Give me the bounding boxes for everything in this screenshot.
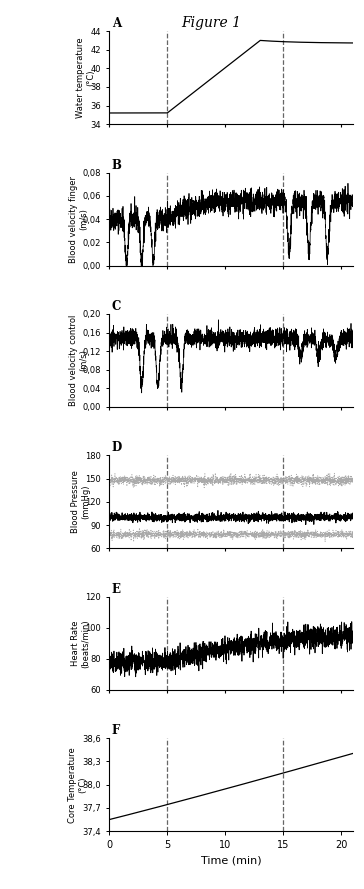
Text: A: A <box>112 17 121 30</box>
X-axis label: Time (min): Time (min) <box>201 856 261 866</box>
Text: D: D <box>112 442 122 454</box>
Y-axis label: Blood Pressure
(mmHg): Blood Pressure (mmHg) <box>71 470 91 533</box>
Text: Figure 1: Figure 1 <box>181 16 241 30</box>
Y-axis label: Blood velocity control
(m/s): Blood velocity control (m/s) <box>68 315 88 406</box>
Y-axis label: Water temperature
(°C): Water temperature (°C) <box>76 37 96 118</box>
Y-axis label: Core Temperature
(°C): Core Temperature (°C) <box>68 747 88 822</box>
Y-axis label: Heart Rate
(beats/min): Heart Rate (beats/min) <box>71 619 91 668</box>
Text: B: B <box>112 158 122 172</box>
Text: E: E <box>112 583 120 596</box>
Text: C: C <box>112 300 121 313</box>
Y-axis label: Blood velocity finger
(m/s): Blood velocity finger (m/s) <box>68 175 88 262</box>
Text: F: F <box>112 725 120 737</box>
